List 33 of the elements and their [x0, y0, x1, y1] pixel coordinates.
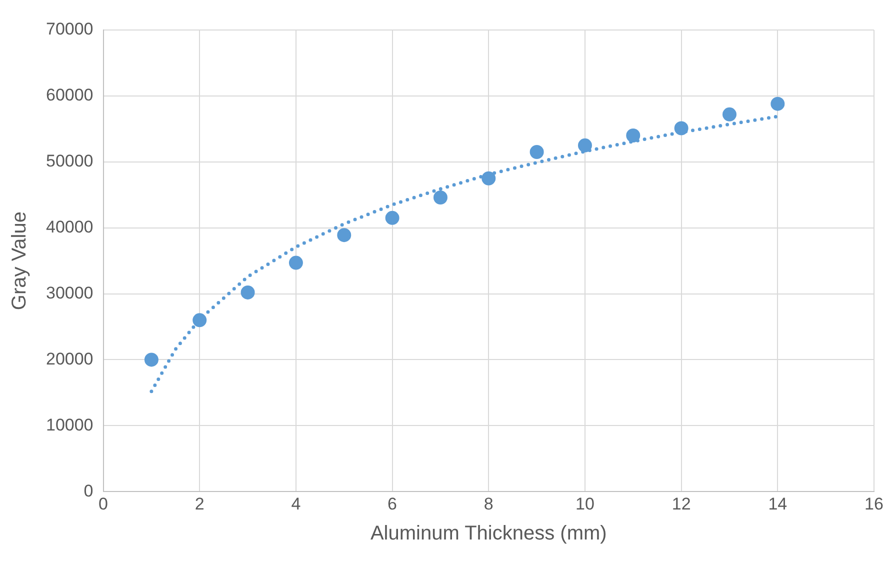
point: [482, 171, 496, 186]
point: [770, 96, 785, 111]
y-tick-label: 70000: [46, 20, 94, 39]
point: [288, 256, 303, 270]
point: [530, 144, 544, 159]
x-tick-label: 4: [291, 494, 301, 514]
x-tick-label: 6: [388, 494, 398, 514]
x-axis-title: Aluminum Thickness (mm): [370, 522, 607, 545]
point: [240, 285, 255, 300]
point: [385, 210, 400, 225]
point: [433, 190, 448, 204]
y-tick-label: 10000: [46, 415, 94, 434]
y-tick-label: 50000: [46, 152, 94, 171]
y-axis-title: Gray Value: [8, 212, 31, 310]
point: [192, 313, 207, 328]
x-tick-label: 0: [98, 494, 108, 514]
y-tick-label: 60000: [46, 86, 94, 105]
point: [674, 121, 688, 136]
y-tick-label: 0: [84, 481, 94, 500]
x-tick-label: 2: [194, 494, 204, 514]
point: [578, 138, 592, 152]
y-tick-label: 20000: [46, 349, 94, 368]
x-tick-label: 14: [768, 494, 788, 514]
y-tick-label: 40000: [46, 218, 94, 237]
point: [626, 128, 640, 143]
x-tick-label: 10: [576, 494, 594, 514]
x-tick-label: 16: [864, 494, 884, 514]
x-tick-label: 8: [484, 494, 494, 514]
point: [144, 352, 158, 367]
point: [722, 107, 736, 122]
x-tick-label: 12: [672, 494, 691, 514]
y-tick-label: 30000: [46, 283, 94, 302]
point: [337, 228, 352, 242]
